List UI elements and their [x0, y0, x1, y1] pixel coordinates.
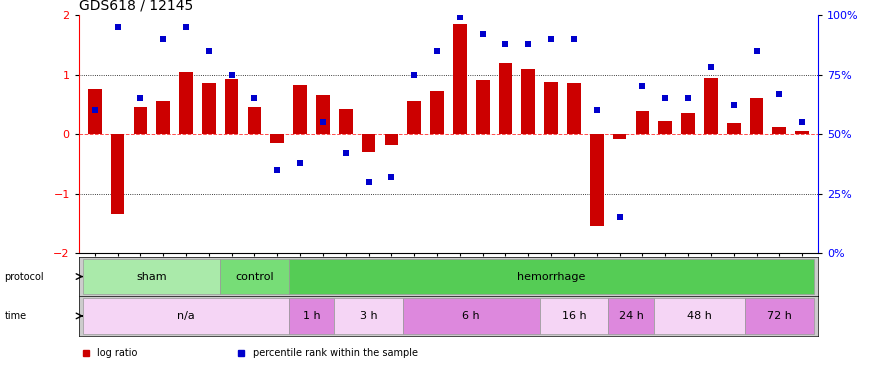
Bar	[499, 63, 513, 134]
Point	[590, 107, 604, 113]
Bar	[430, 91, 444, 134]
Bar	[83, 259, 220, 294]
Bar	[361, 134, 375, 152]
Bar	[402, 298, 540, 334]
Text: sham: sham	[136, 272, 167, 282]
Point	[453, 14, 467, 20]
Text: time: time	[4, 311, 26, 321]
Point	[750, 48, 764, 54]
Bar	[544, 82, 558, 134]
Bar	[522, 69, 536, 134]
Bar	[225, 79, 239, 134]
Bar	[134, 107, 147, 134]
Text: control: control	[235, 272, 274, 282]
Bar	[248, 107, 262, 134]
Bar	[270, 134, 284, 143]
Bar	[612, 134, 626, 139]
Text: protocol: protocol	[4, 272, 44, 282]
Point	[384, 174, 398, 180]
Bar	[289, 298, 334, 334]
Bar	[220, 259, 289, 294]
Point	[202, 48, 216, 54]
Bar	[111, 134, 124, 214]
Bar	[179, 72, 192, 134]
Bar	[654, 298, 746, 334]
Bar	[608, 298, 654, 334]
Point	[522, 40, 536, 46]
Point	[88, 107, 102, 113]
Text: GDS618 / 12145: GDS618 / 12145	[79, 0, 193, 12]
Bar	[334, 298, 402, 334]
Bar	[658, 121, 672, 134]
Point	[225, 72, 239, 78]
Bar	[88, 89, 102, 134]
Bar	[293, 85, 307, 134]
Point	[544, 36, 558, 42]
Bar	[746, 298, 814, 334]
Text: hemorrhage: hemorrhage	[517, 272, 585, 282]
Point	[773, 91, 787, 97]
Point	[430, 48, 444, 54]
Point	[658, 95, 672, 101]
Text: 3 h: 3 h	[360, 311, 377, 321]
Bar	[384, 134, 398, 145]
Point	[270, 167, 284, 173]
Point	[316, 119, 330, 125]
Text: 72 h: 72 h	[766, 311, 792, 321]
Bar	[83, 298, 289, 334]
Bar	[453, 24, 466, 134]
Point	[635, 84, 649, 90]
Bar	[157, 101, 170, 134]
Text: log ratio: log ratio	[97, 348, 137, 358]
Bar	[316, 95, 330, 134]
Point	[499, 40, 513, 46]
Point	[156, 36, 170, 42]
Point	[681, 95, 695, 101]
Point	[179, 24, 193, 30]
Text: 24 h: 24 h	[619, 311, 643, 321]
Point	[110, 24, 124, 30]
Text: 16 h: 16 h	[562, 311, 586, 321]
Point	[361, 179, 375, 185]
Bar	[476, 81, 489, 134]
Bar	[704, 78, 717, 134]
Bar	[727, 123, 740, 134]
Text: percentile rank within the sample: percentile rank within the sample	[253, 348, 417, 358]
Bar	[202, 84, 215, 134]
Bar	[635, 111, 649, 134]
Bar	[567, 84, 581, 134]
Bar	[289, 259, 814, 294]
Bar	[682, 113, 695, 134]
Point	[133, 95, 147, 101]
Point	[476, 31, 490, 37]
Bar	[795, 131, 809, 134]
Point	[407, 72, 421, 78]
Text: 48 h: 48 h	[687, 311, 712, 321]
Point	[293, 160, 307, 166]
Bar	[590, 134, 604, 226]
Bar	[750, 98, 763, 134]
Bar	[773, 127, 786, 134]
Point	[567, 36, 581, 42]
Text: 1 h: 1 h	[303, 311, 320, 321]
Bar	[540, 298, 608, 334]
Point	[248, 95, 262, 101]
Point	[704, 64, 717, 70]
Bar	[339, 109, 353, 134]
Bar	[408, 101, 421, 134]
Point	[727, 102, 741, 108]
Point	[612, 214, 626, 220]
Text: 6 h: 6 h	[463, 311, 480, 321]
Text: n/a: n/a	[177, 311, 195, 321]
Point	[339, 150, 353, 156]
Point	[795, 119, 809, 125]
